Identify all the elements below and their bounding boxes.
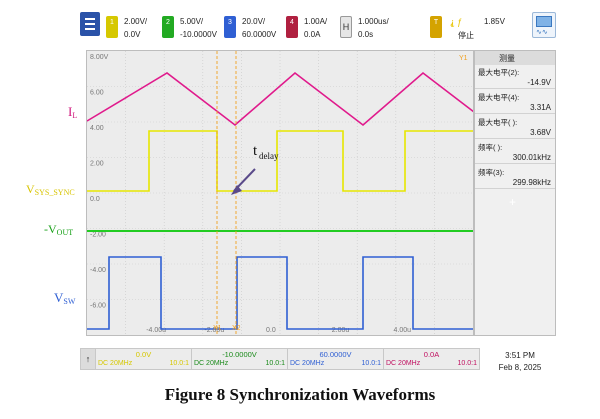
waveform-plot: 8.00V 6.00 4.00 2.00 0.0 -2.00 -4.00 -6.00 -4.00…: [87, 51, 473, 335]
channel-4-tag: 4: [286, 16, 298, 38]
expand-up-icon[interactable]: ↑: [81, 349, 95, 369]
status-channel-1-probe: 10.0:1: [169, 360, 189, 367]
channel-3-offset: 60.0000V: [242, 30, 277, 39]
measurement-value: 300.01kHz: [512, 153, 551, 162]
y-tick-label: 6.00: [90, 90, 104, 97]
y-tick-label: -6.00: [90, 303, 106, 310]
channel-2-settings[interactable]: 2 5.00V/ -10.0000V: [162, 14, 222, 40]
y-tick-label: -2.00: [90, 232, 106, 239]
y-tick-label: 8.00V: [90, 54, 109, 61]
measurement-value: 3.31A: [530, 103, 551, 112]
status-channel-4-offset: 0.0A: [423, 350, 440, 359]
cursor-x2-label: X2: [232, 325, 241, 332]
menu-icon[interactable]: [80, 12, 100, 36]
delay-arrow-head: [231, 185, 242, 195]
trigger-level: 1.85V: [484, 17, 505, 26]
add-measurement-button[interactable]: +: [509, 195, 517, 209]
measurement-label: 最大电平( ):: [478, 118, 518, 127]
horizontal-scale: 1.000us/: [358, 17, 389, 26]
horizontal-tag: H: [340, 16, 352, 38]
clock-time: 3:51 PM: [505, 351, 535, 360]
measurement-row[interactable]: 最大电平(2): -14.9V: [475, 65, 555, 89]
channel-1-offset: 0.0V: [124, 30, 141, 39]
channel-2-scale: 5.00V/: [180, 17, 204, 26]
channel-status-bar: ↑ 0.0V DC 20MHz 10.0:1 -10.0000V DC 20MH…: [80, 348, 480, 370]
status-channel-2-probe: 10.0:1: [265, 360, 285, 367]
channel-3-tag: 3: [224, 16, 236, 38]
status-channel-1-coupling: DC 20MHz: [98, 360, 133, 367]
x-tick-label: -2.00u: [204, 327, 224, 334]
status-channel-1[interactable]: 0.0V DC 20MHz 10.0:1: [95, 349, 191, 369]
y-tick-label: -4.00: [90, 267, 106, 274]
channel-4-settings[interactable]: 4 1.00A/ 0.0A: [286, 14, 332, 40]
inductor-current-label: IL: [68, 104, 78, 120]
status-channel-2[interactable]: -10.0000V DC 20MHz 10.0:1: [191, 349, 287, 369]
measurement-value: -14.9V: [527, 78, 551, 87]
measurement-label: 最大电平(2):: [478, 68, 520, 77]
switch-voltage-trace: [87, 256, 473, 330]
channel-1-settings[interactable]: 1 2.00V/ 0.0V: [106, 14, 158, 40]
y-tick-label: 0.0: [90, 196, 100, 203]
cursor-y1-label: Y1: [459, 55, 468, 62]
channel-3-settings[interactable]: 3 20.0V/ 60.0000V: [224, 14, 284, 40]
status-channel-4-coupling: DC 20MHz: [386, 360, 421, 367]
channel-1-scale: 2.00V/: [124, 17, 148, 26]
y-tick-label: 4.00: [90, 125, 104, 132]
channel-2-offset: -10.0000V: [180, 30, 217, 39]
cursor-x1-label: X1: [213, 325, 222, 332]
status-channel-3-probe: 10.0:1: [361, 360, 381, 367]
measurement-row[interactable]: 频率( ): 300.01kHz: [475, 140, 555, 164]
trigger-settings[interactable]: T ⸘ ƒ 1.85V 停止: [430, 14, 516, 40]
horizontal-position: 0.0s: [358, 30, 374, 39]
status-channel-3[interactable]: 60.0000V DC 20MHz 10.0:1: [287, 349, 383, 369]
measurement-title: 测量: [499, 54, 515, 63]
channel-4-scale: 1.00A/: [304, 17, 328, 26]
output-voltage-label: -VOUT: [44, 222, 74, 237]
channel-3-scale: 20.0V/: [242, 17, 266, 26]
measurement-label: 频率( ):: [478, 143, 503, 152]
channel-2-tag: 2: [162, 16, 174, 38]
measurement-label: 最大电平(4):: [478, 93, 520, 102]
trigger-edge-icon: ⸘ ƒ: [450, 17, 463, 27]
inductor-current-trace: [87, 71, 473, 127]
delay-label-subscript: delay: [259, 151, 279, 161]
clock-date: Feb 8, 2025: [498, 363, 542, 372]
delay-label: t: [253, 143, 258, 159]
channel-1-tag: 1: [106, 16, 118, 38]
y-tick-label: 2.00: [90, 161, 104, 168]
measurement-row[interactable]: 最大电平(4): 3.31A: [475, 90, 555, 114]
status-channel-4-probe: 10.0:1: [457, 360, 477, 367]
status-channel-1-offset: 0.0V: [135, 350, 152, 359]
status-channel-4[interactable]: 0.0A DC 20MHz 10.0:1: [383, 349, 479, 369]
measurement-row[interactable]: 最大电平( ): 3.68V: [475, 115, 555, 139]
toolbar: 1 2.00V/ 0.0V 2 5.00V/ -10.0000V 3 20.0V…: [0, 0, 600, 48]
horizontal-settings[interactable]: H 1.000us/ 0.0s: [340, 14, 410, 40]
clock: 3:51 PM Feb 8, 2025: [490, 350, 550, 374]
waveform-display[interactable]: 8.00V 6.00 4.00 2.00 0.0 -2.00 -4.00 -6.00 -4.00…: [86, 50, 474, 336]
run-status: 停止: [458, 31, 474, 40]
figure-caption: Figure 8 Synchronization Waveforms: [164, 385, 436, 404]
x-tick-label: 2.00u: [332, 327, 350, 334]
x-tick-label: -4.00u: [146, 327, 166, 334]
measurement-row[interactable]: 频率(3): 299.98kHz: [475, 165, 555, 189]
measurement-value: 3.68V: [530, 128, 551, 137]
display-icon[interactable]: ∿∿: [532, 12, 556, 38]
measurement-header: 测量: [475, 51, 555, 65]
x-tick-label: 4.00u: [394, 327, 412, 334]
x-tick-label: 0.0: [266, 327, 276, 334]
status-channel-3-offset: 60.0000V: [319, 350, 352, 359]
sys-sync-trace: [87, 130, 473, 192]
measurement-panel: 测量 最大电平(2): -14.9V 最大电平(4): 3.31A 最大电平( …: [474, 50, 556, 336]
status-channel-2-offset: -10.0000V: [222, 350, 257, 359]
measurement-label: 频率(3):: [478, 168, 505, 177]
trigger-tag: T: [430, 16, 442, 38]
status-channel-2-coupling: DC 20MHz: [194, 360, 229, 367]
sys-sync-label: VSYS_SYNC: [26, 182, 75, 197]
measurement-value: 299.98kHz: [512, 178, 551, 187]
channel-4-offset: 0.0A: [304, 30, 321, 39]
status-channel-3-coupling: DC 20MHz: [290, 360, 325, 367]
switch-voltage-label: VSW: [54, 290, 76, 306]
